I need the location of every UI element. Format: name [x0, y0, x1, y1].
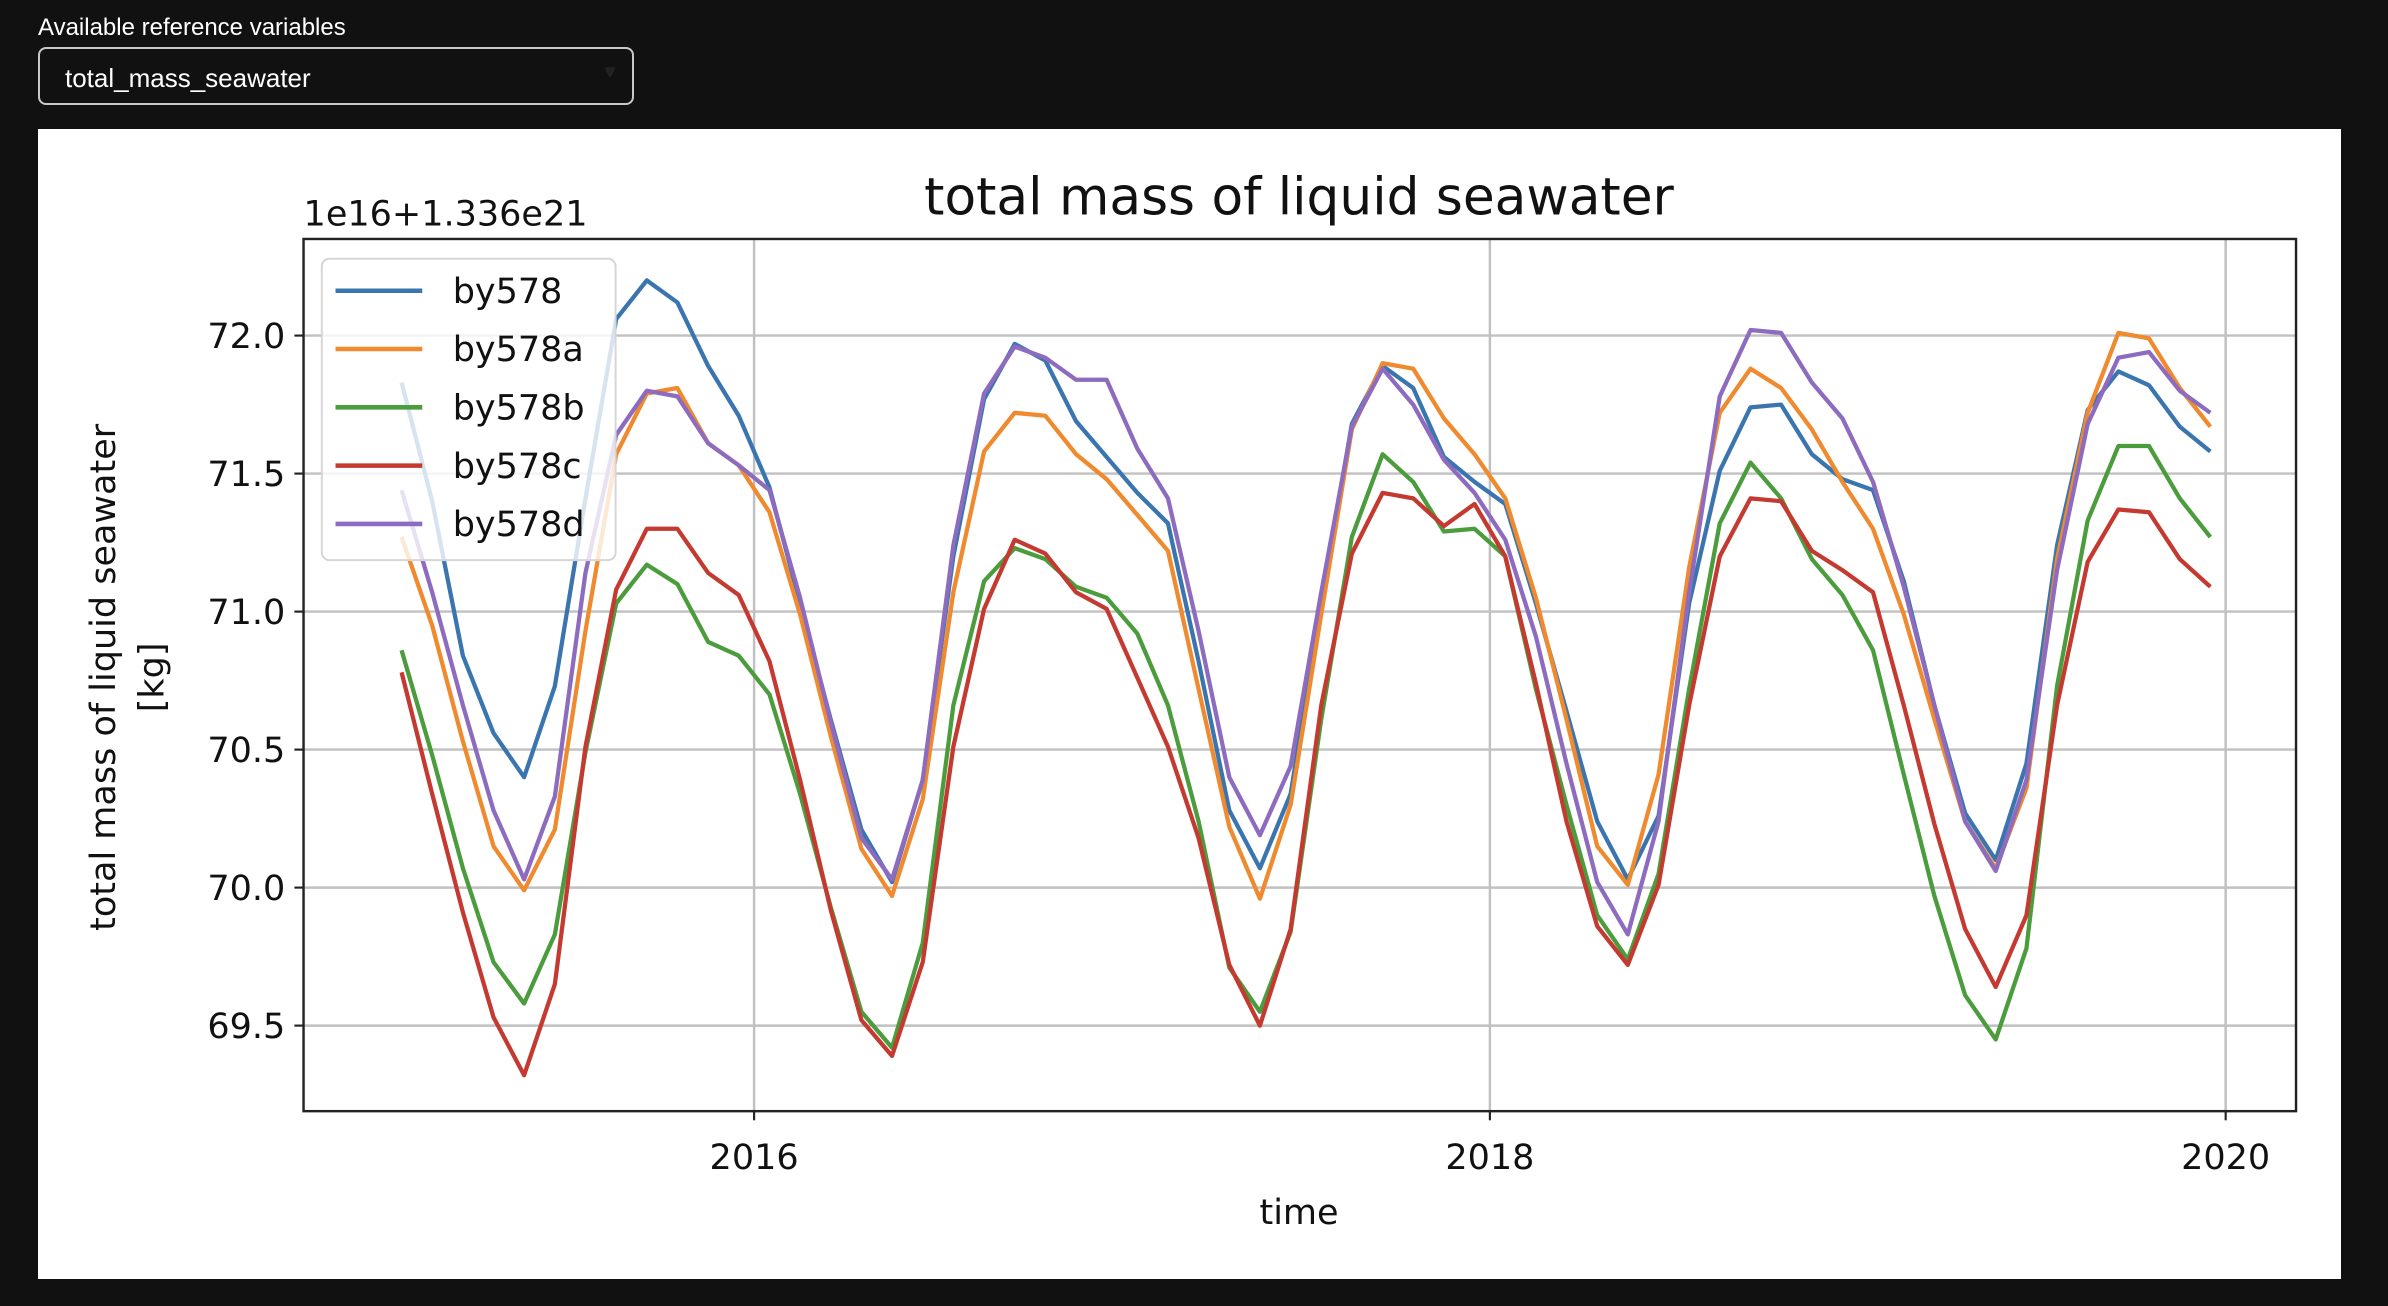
y-tick-label: 71.5 — [207, 455, 285, 495]
y-tick-label: 69.5 — [207, 1007, 285, 1047]
y-tick-label: 70.0 — [207, 869, 285, 909]
selected-variable: total_mass_seawater — [65, 63, 311, 93]
y-axis-label: total mass of liquid seawater — [84, 423, 124, 931]
x-axis-label: time — [1259, 1193, 1338, 1233]
series-line-by578c — [399, 490, 2212, 1078]
legend-box — [320, 257, 617, 562]
legend-label: by578b — [453, 389, 585, 429]
x-tick-label: 2018 — [1445, 1138, 1534, 1178]
chart-title: total mass of liquid seawater — [924, 168, 1674, 228]
legend-label: by578c — [453, 447, 582, 487]
plot-frame — [302, 237, 2298, 1113]
legend-label: by578a — [453, 330, 584, 370]
chevron-down-icon: ▼ — [602, 64, 618, 81]
reference-variable-select[interactable]: total_mass_seawater ▼ — [38, 47, 634, 105]
legend-label: by578d — [453, 505, 585, 545]
offset-text: 1e16+1.336e21 — [304, 194, 588, 234]
x-tick-label: 2020 — [2181, 1138, 2270, 1178]
x-tick-label: 2016 — [710, 1138, 799, 1178]
series-line-by578b — [399, 443, 2213, 1050]
y-tick-label: 72.0 — [207, 317, 285, 357]
legend-label: by578 — [453, 272, 563, 312]
y-tick-label: 70.5 — [207, 731, 285, 771]
y-axis-unit: [kg] — [133, 642, 173, 712]
legend: by578 by578a by578b by578c by578d — [320, 257, 617, 562]
y-tick-label: 71.0 — [207, 593, 285, 633]
series-line-by578d — [399, 327, 2212, 937]
variable-select-label: Available reference variables — [38, 14, 346, 41]
